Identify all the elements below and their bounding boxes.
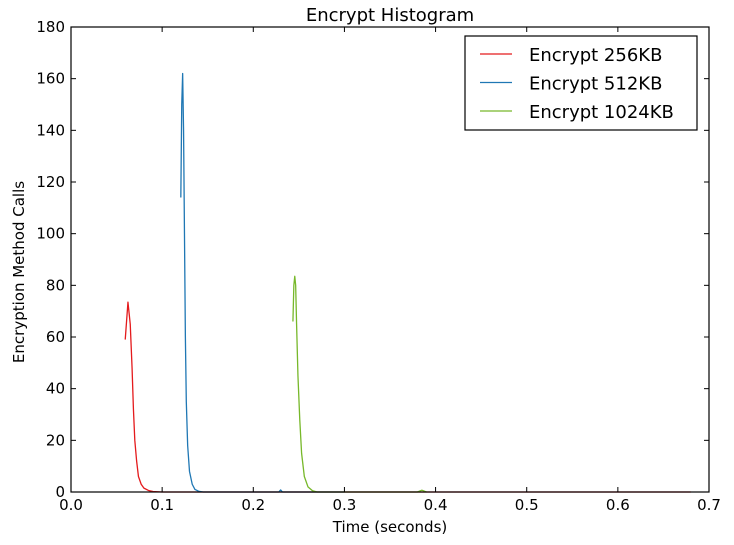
x-tick-label: 0.3 <box>332 496 356 514</box>
x-tick-label: 0.7 <box>697 496 721 514</box>
y-tick-label: 40 <box>46 380 65 398</box>
x-tick-label: 0.2 <box>241 496 265 514</box>
x-tick-label: 0.6 <box>606 496 630 514</box>
y-tick-label: 140 <box>36 121 65 139</box>
legend-label-3: Encrypt 1024KB <box>529 102 674 123</box>
x-tick-label: 0.4 <box>424 496 448 514</box>
x-tick-label: 0.5 <box>515 496 539 514</box>
x-tick-label: 0.0 <box>59 496 83 514</box>
legend: Encrypt 256KB Encrypt 512KB Encrypt 1024KB <box>464 35 698 131</box>
y-tick-label: 0 <box>55 483 65 501</box>
x-tick-label: 0.1 <box>150 496 174 514</box>
y-tick-label: 120 <box>36 173 65 191</box>
y-tick-label: 20 <box>46 431 65 449</box>
y-tick-label: 100 <box>36 225 65 243</box>
y-tick-label: 180 <box>36 18 65 36</box>
x-axis-title: Time (seconds) <box>332 518 448 536</box>
legend-label-1: Encrypt 256KB <box>529 45 662 66</box>
axes-layer: 0.0 0.1 0.2 0.3 0.4 0.5 0.6 0.7 0 20 40 60 80 100 120 1… <box>36 18 721 514</box>
y-axis-title: Encryption Method Calls <box>10 181 28 363</box>
legend-label-2: Encrypt 512KB <box>529 74 662 95</box>
y-tick-label: 160 <box>36 70 65 88</box>
y-tick-label: 80 <box>46 276 65 294</box>
chart-title: Encrypt Histogram <box>306 5 474 26</box>
y-tick-label: 60 <box>46 328 65 346</box>
plot-frame <box>70 26 710 493</box>
